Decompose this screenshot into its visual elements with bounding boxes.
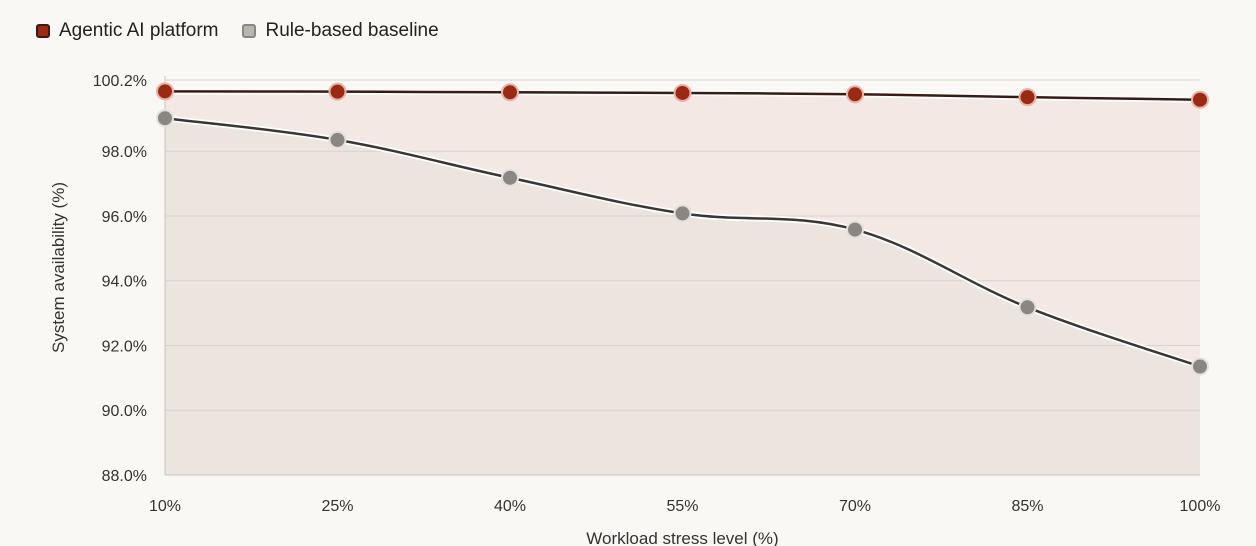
x-tick-label-0: 10% (149, 498, 181, 515)
x-tick-label-1: 25% (321, 498, 353, 515)
series-1-point-4 (846, 220, 864, 239)
y-axis-label: System availability (%) (49, 182, 68, 353)
y-tick-label-1: 98.0% (102, 144, 147, 161)
legend-label-agentic: Agentic AI platform (59, 20, 219, 41)
x-tick-label-2: 40% (494, 498, 526, 515)
x-tick-label-5: 85% (1011, 498, 1043, 515)
y-tick-label-3: 94.0% (102, 274, 147, 291)
series-1-point-3 (673, 204, 692, 223)
series-1-point-6 (1191, 357, 1209, 376)
legend-swatch-baseline (242, 24, 257, 38)
series-1-point-0 (156, 109, 174, 128)
series-1-point-2 (501, 168, 519, 187)
series-1-point-5 (1018, 298, 1037, 317)
series-0-point-0 (156, 82, 174, 101)
x-tick-label-3: 55% (666, 498, 698, 515)
chart-legend: Agentic AI platform Rule-based baseline (36, 20, 439, 42)
x-tick-label-4: 70% (839, 498, 871, 515)
legend-label-baseline: Rule-based baseline (265, 20, 439, 41)
x-tick-label-6: 100% (1180, 498, 1221, 515)
y-tick-label-6: 88.0% (102, 468, 147, 485)
x-axis-label: Workload stress level (%) (586, 529, 778, 546)
series-0-point-3 (673, 83, 692, 102)
series-0-point-4 (846, 85, 864, 104)
series-0-point-1 (328, 82, 347, 101)
legend-item-agentic[interactable]: Agentic AI platform (36, 20, 218, 42)
y-tick-label-0: 100.2% (93, 73, 147, 90)
legend-item-baseline[interactable]: Rule-based baseline (242, 20, 439, 42)
legend-swatch-agentic (36, 24, 50, 38)
area-fill-series-1 (165, 118, 1200, 475)
series-0-point-5 (1018, 88, 1037, 107)
y-tick-label-2: 96.0% (102, 209, 147, 226)
series-1-point-1 (328, 130, 347, 149)
series-0-point-6 (1191, 90, 1209, 109)
y-tick-label-5: 90.0% (102, 403, 147, 420)
series-0-point-2 (501, 83, 519, 102)
y-tick-label-4: 92.0% (102, 338, 147, 355)
